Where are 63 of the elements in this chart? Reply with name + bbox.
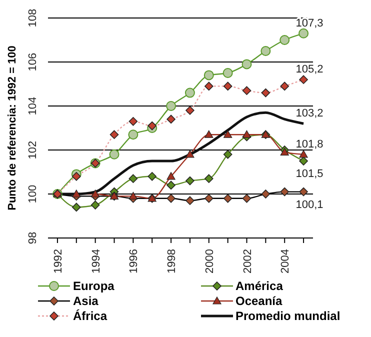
y-tick-label: 98 — [27, 232, 39, 244]
data-label: 107,3 — [296, 17, 324, 30]
point — [242, 59, 252, 70]
x-tick-label: 1992 — [52, 249, 64, 274]
legend-label: África — [73, 308, 108, 322]
point — [148, 172, 157, 181]
x-tick-label: 1994 — [90, 249, 102, 274]
point — [299, 187, 308, 196]
point — [72, 190, 81, 198]
point — [72, 202, 81, 212]
point — [280, 35, 290, 45]
point — [186, 196, 194, 205]
legend-label: América — [236, 278, 283, 292]
point — [204, 130, 214, 138]
point — [242, 130, 252, 138]
x-tick-label: 2002 — [242, 249, 254, 274]
y-tick-label: 106 — [27, 52, 39, 72]
point — [299, 156, 308, 166]
point — [204, 174, 214, 183]
point — [90, 200, 100, 210]
point — [280, 187, 290, 196]
point — [280, 148, 289, 156]
point — [186, 176, 194, 186]
point — [166, 172, 176, 180]
data-label: 100,1 — [296, 198, 324, 211]
point — [128, 130, 138, 140]
y-axis-title: Punto de referencia: 1992 = 100 — [6, 46, 18, 210]
point — [222, 68, 233, 78]
point — [166, 101, 176, 111]
point — [223, 150, 232, 159]
point — [128, 174, 138, 183]
data-label: 101,8 — [296, 138, 324, 150]
point — [166, 180, 176, 190]
x-tick-label: 1996 — [128, 249, 140, 274]
point — [109, 149, 120, 160]
legend-label: Oceanía — [236, 294, 282, 308]
point — [186, 150, 194, 158]
y-tick-label: 100 — [27, 184, 39, 204]
x-tick-label: 2000 — [204, 249, 216, 274]
data-label: 101,5 — [296, 168, 324, 180]
legend-label: Europa — [73, 278, 114, 292]
point — [184, 88, 195, 98]
x-tick-label: 1998 — [166, 249, 178, 274]
point — [204, 70, 214, 80]
point — [91, 190, 100, 198]
data-label: 105,2 — [296, 64, 324, 76]
x-tick-label: 2004 — [280, 249, 292, 274]
point — [223, 194, 232, 203]
point — [204, 194, 214, 203]
legend-label: Promedio mundial — [236, 308, 340, 322]
point — [242, 194, 252, 203]
y-tick-label: 104 — [27, 96, 39, 116]
data-label: 103,2 — [296, 108, 324, 120]
point — [299, 150, 308, 158]
point — [260, 46, 271, 56]
point — [261, 190, 270, 198]
point — [298, 28, 309, 38]
y-tick-label: 102 — [27, 140, 39, 160]
legend-label: Asia — [73, 294, 98, 308]
y-tick-label: 108 — [27, 8, 39, 28]
point — [224, 130, 232, 138]
point — [166, 194, 176, 203]
point — [128, 192, 138, 200]
